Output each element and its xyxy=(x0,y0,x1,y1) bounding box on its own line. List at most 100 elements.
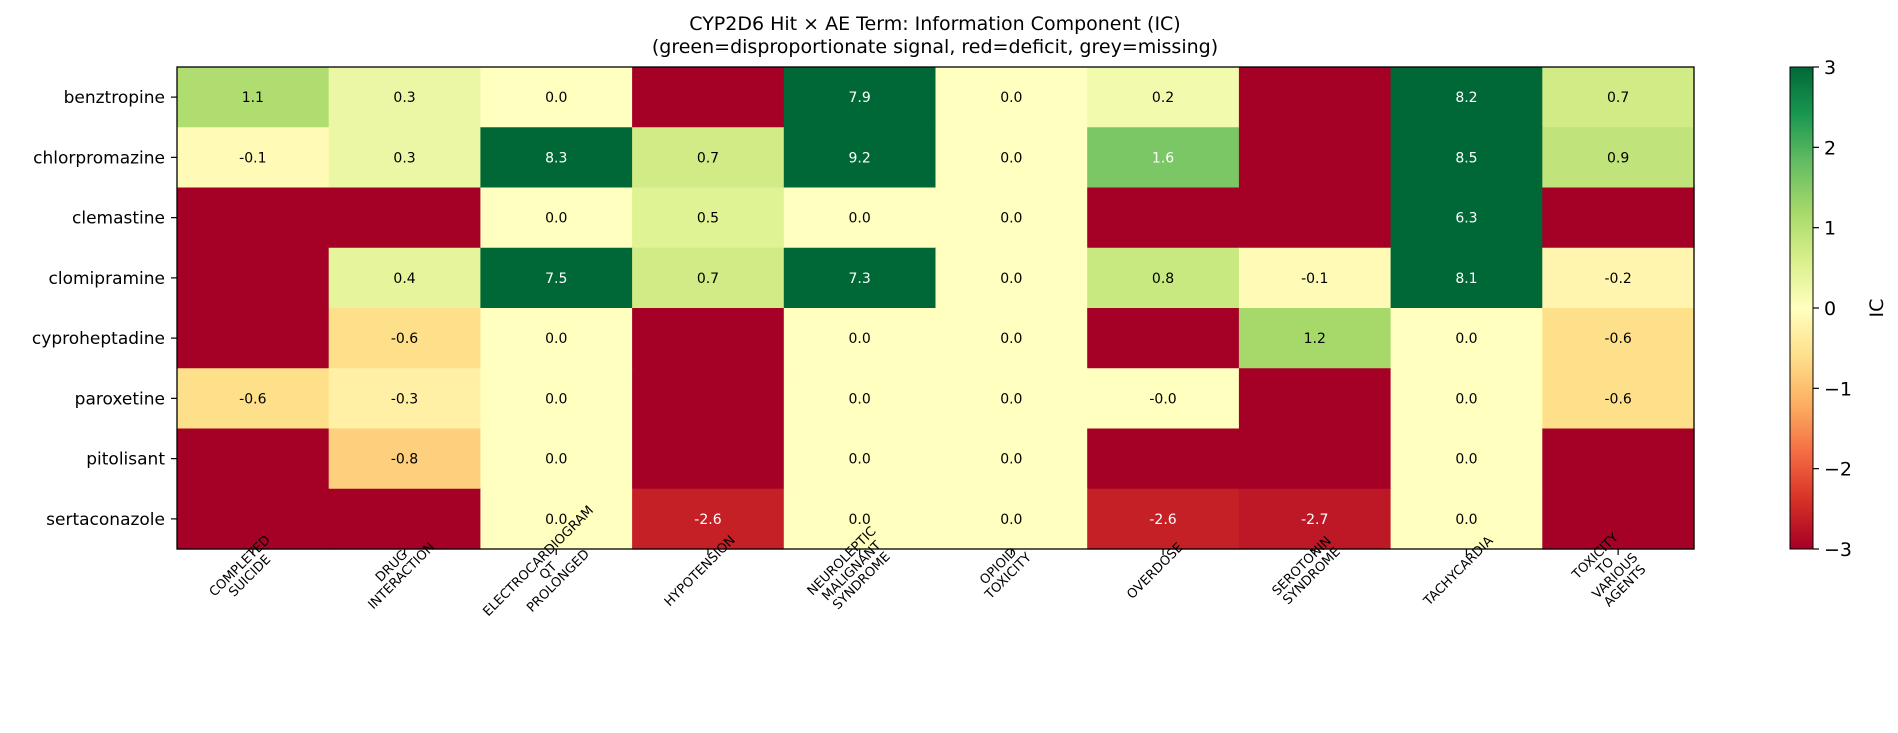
heatmap-cell xyxy=(1238,488,1392,550)
cell-value-label: -0.2 xyxy=(1604,271,1631,287)
heatmap-cells xyxy=(177,67,1695,550)
heatmap-cell xyxy=(177,187,330,249)
y-tick-label: benztropine xyxy=(64,88,165,108)
chart-title: CYP2D6 Hit × AE Term: Information Compon… xyxy=(689,13,1180,35)
cell-value-label: 6.3 xyxy=(1455,211,1477,227)
cell-value-label: 7.5 xyxy=(545,271,567,287)
cell-value-label: 7.9 xyxy=(849,90,871,106)
heatmap-cell xyxy=(480,247,633,309)
heatmap-cell xyxy=(328,428,481,490)
heatmap-cell xyxy=(1390,308,1543,369)
colorbar-tick-label: 1 xyxy=(1824,218,1836,240)
heatmap-cell xyxy=(935,308,1088,369)
heatmap-cell xyxy=(783,67,937,128)
heatmap-cell xyxy=(1542,127,1695,189)
heatmap-cell xyxy=(480,368,633,430)
heatmap-cell xyxy=(783,187,937,249)
heatmap-cell xyxy=(1542,488,1695,550)
heatmap-cell xyxy=(1087,368,1240,430)
heatmap-cell xyxy=(632,308,785,369)
heatmap-cell xyxy=(935,488,1088,550)
cell-value-label: 8.3 xyxy=(545,150,567,166)
colorbar-axis: −3 −2 −1 0 1 2 3 xyxy=(1813,57,1852,561)
plot-frame xyxy=(176,66,1695,550)
cell-value-label: 0.0 xyxy=(1000,90,1022,106)
cell-value-label: -0.3 xyxy=(391,391,418,407)
cell-value-label: 0.0 xyxy=(1000,150,1022,166)
heatmap-cell xyxy=(1087,247,1240,309)
heatmap-cell xyxy=(1087,127,1240,189)
cell-value-label: -0.6 xyxy=(1604,331,1631,347)
heatmap-cell xyxy=(632,127,785,189)
heatmap-cell xyxy=(1238,308,1392,369)
heatmap-cell xyxy=(480,308,633,369)
cell-value-label: -0.6 xyxy=(239,391,266,407)
cell-value-label: 0.3 xyxy=(393,150,415,166)
cell-value-label: 0.7 xyxy=(697,150,719,166)
cell-value-label: 0.0 xyxy=(1455,391,1477,407)
cell-value-label: 7.3 xyxy=(849,271,871,287)
y-tick-label: cyproheptadine xyxy=(32,329,165,349)
heatmap-cell xyxy=(328,368,481,430)
heatmap-cell xyxy=(1238,247,1392,309)
cell-value-label: 8.5 xyxy=(1455,150,1477,166)
cell-value-label: 0.0 xyxy=(849,452,871,468)
heatmap-cell xyxy=(1238,187,1392,249)
cell-value-label: 0.0 xyxy=(545,452,567,468)
chart-subtitle: (green=disproportionate signal, red=defi… xyxy=(652,36,1218,58)
y-tick-label: sertaconazole xyxy=(46,510,165,530)
heatmap-cell xyxy=(1087,67,1240,128)
heatmap-cell xyxy=(480,127,633,189)
heatmap-cell xyxy=(328,187,481,249)
heatmap-cell xyxy=(632,368,785,430)
cell-value-label: -2.7 xyxy=(1301,512,1328,528)
heatmap-cell xyxy=(632,428,785,490)
y-axis: benztropine chlorpromazine clemastine clomi… xyxy=(32,88,177,530)
cell-value-label: 0.0 xyxy=(1000,452,1022,468)
heatmap-cell xyxy=(632,67,785,128)
heatmap-cell xyxy=(328,308,481,369)
cell-value-label: -2.6 xyxy=(694,512,721,528)
heatmap-cell xyxy=(1390,488,1543,550)
cell-value-label: 0.0 xyxy=(1000,211,1022,227)
colorbar-tick-label: 2 xyxy=(1824,137,1836,159)
heatmap-cell xyxy=(177,127,330,189)
cell-value-label: 0.0 xyxy=(849,512,871,528)
cell-value-label: 0.0 xyxy=(545,211,567,227)
cell-value-label: -0.1 xyxy=(1301,271,1328,287)
cell-value-label: 0.0 xyxy=(545,391,567,407)
cell-value-label: -2.6 xyxy=(1149,512,1176,528)
heatmap-cell-labels: 1.1 0.3 0.0 7.9 0.0 0.2 8.2 0.7 -0.1 0.3 8.3 0.7 9.2… xyxy=(239,90,1632,528)
heatmap-cell xyxy=(935,187,1088,249)
heatmap-cell xyxy=(328,67,481,128)
heatmap-cell xyxy=(632,187,785,249)
heatmap-cell xyxy=(783,488,937,550)
colorbar-tick-label: −3 xyxy=(1824,539,1852,561)
heatmap-cell xyxy=(1542,247,1695,309)
cell-value-label: 0.5 xyxy=(697,211,719,227)
cell-value-label: 1.2 xyxy=(1304,331,1326,347)
cell-value-label: 1.6 xyxy=(1152,150,1174,166)
cell-value-label: -0.6 xyxy=(391,331,418,347)
cell-value-label: 8.1 xyxy=(1455,271,1477,287)
cell-value-label: 0.9 xyxy=(1607,150,1629,166)
heatmap-cell xyxy=(1390,187,1543,249)
cell-value-label: 0.0 xyxy=(545,90,567,106)
heatmap-cell xyxy=(1390,368,1543,430)
heatmap-cell xyxy=(632,247,785,309)
cell-value-label: -0.0 xyxy=(1149,391,1176,407)
cell-value-label: 0.0 xyxy=(1455,452,1477,468)
cell-value-label: 0.0 xyxy=(1000,512,1022,528)
cell-value-label: 0.7 xyxy=(1607,90,1629,106)
cell-value-label: -0.1 xyxy=(239,150,266,166)
cell-value-label: -0.6 xyxy=(1604,391,1631,407)
cell-value-label: -0.8 xyxy=(391,452,418,468)
colorbar xyxy=(1789,66,1814,550)
cell-value-label: 0.0 xyxy=(849,211,871,227)
x-tick-label: OPIOIDTOXICITY xyxy=(972,540,1035,603)
heatmap-cell xyxy=(1542,67,1695,128)
heatmap-cell xyxy=(328,247,481,309)
heatmap-cell xyxy=(328,127,481,189)
colorbar-tick-label: −2 xyxy=(1824,459,1852,481)
